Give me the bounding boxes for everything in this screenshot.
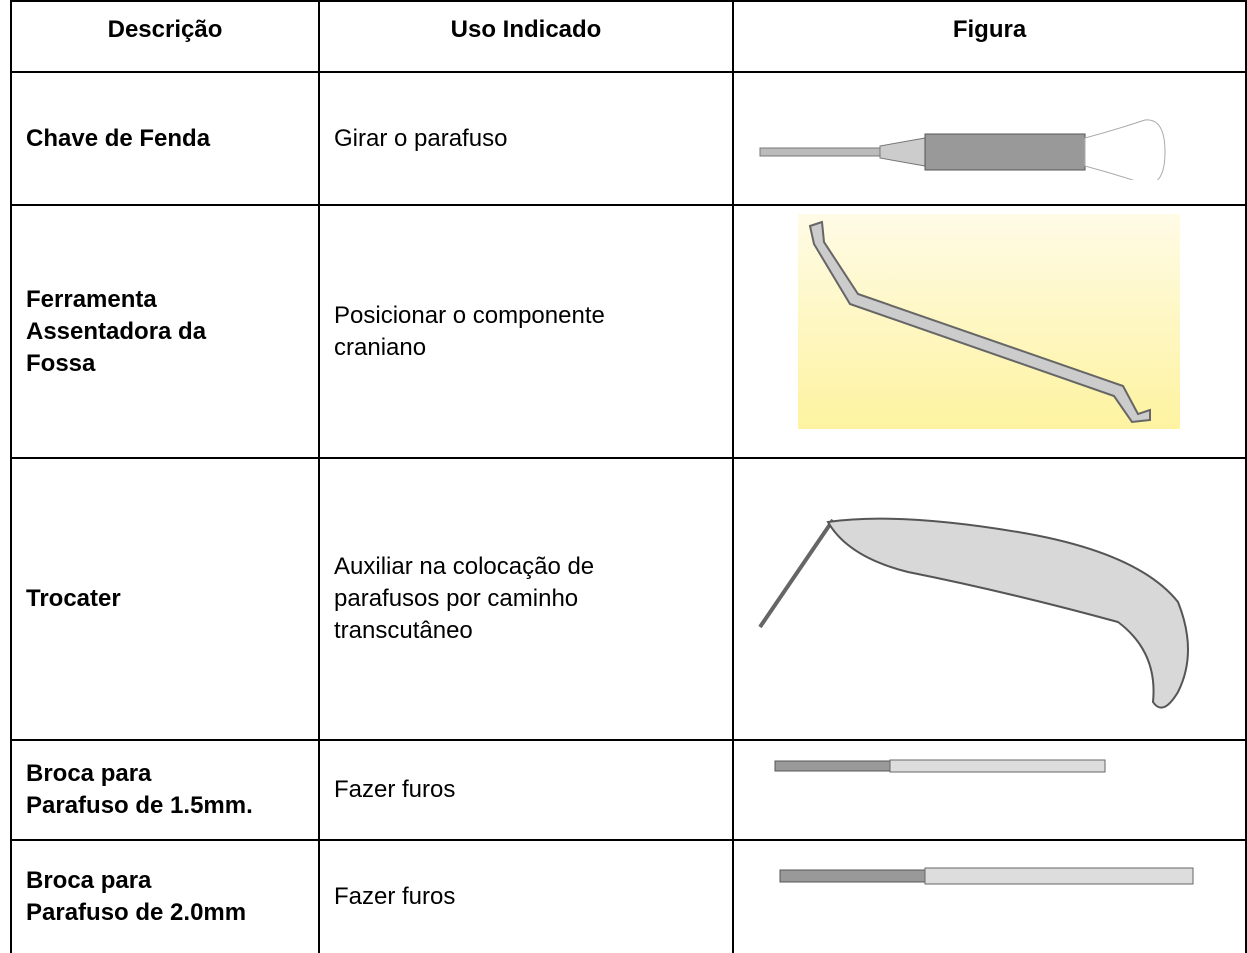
header-cell: Figura	[734, 2, 1245, 71]
border	[10, 739, 1247, 741]
cell-text-line: Figura	[952, 16, 1027, 43]
screwdriver-image	[759, 119, 1166, 180]
border	[732, 0, 734, 953]
drill-image	[774, 759, 1106, 773]
use-cell: Fazer furos	[334, 741, 729, 839]
cell-text-line: parafusos por caminho	[334, 585, 579, 612]
cell-text-line: transcutâneo	[334, 617, 473, 644]
border	[10, 839, 1247, 841]
description-cell: Broca para Parafuso de 2.0mm	[26, 841, 316, 953]
border	[10, 0, 12, 953]
cell-text-line: Parafuso de 2.0mm	[26, 899, 247, 926]
use-cell: Girar o parafuso	[334, 73, 729, 204]
use-cell: Fazer furos	[334, 841, 729, 953]
cell-text-line: Posicionar o componente	[334, 301, 605, 329]
cell-text-line: craniano	[334, 333, 427, 361]
cell-text-line: Parafuso de 1.5mm.	[26, 792, 253, 819]
cell-text-line: Auxiliar na colocação de	[334, 553, 595, 580]
cell-text-line: Chave de Fenda	[26, 124, 211, 152]
cell-text-line: Ferramenta	[26, 285, 157, 313]
border	[10, 71, 1247, 73]
cell-text-line: Fazer furos	[334, 776, 456, 803]
description-cell: Trocater	[26, 459, 316, 739]
border	[10, 204, 1247, 206]
description-cell: Ferramenta Assentadora da Fossa	[26, 206, 316, 457]
border	[10, 457, 1247, 459]
cell-text-line: Uso Indicado	[450, 16, 602, 43]
fossa-tool-image	[798, 214, 1180, 429]
cell-text-line: Descrição	[107, 16, 223, 43]
cell-text-line: Assentadora da	[26, 317, 207, 345]
header-cell: Uso Indicado	[320, 2, 732, 71]
header-cell: Descrição	[12, 2, 318, 71]
border	[1245, 0, 1247, 953]
use-cell: Posicionar o componente craniano	[334, 206, 729, 457]
description-cell: Broca para Parafuso de 1.5mm.	[26, 741, 316, 839]
cell-text-line: Fossa	[26, 349, 96, 377]
trocater-image	[758, 517, 1189, 709]
cell-text-line: Broca para	[26, 867, 152, 894]
cell-text-line: Fazer furos	[334, 883, 456, 910]
cell-text-line: Trocater	[26, 585, 121, 612]
cell-text-line: Broca para	[26, 760, 152, 787]
use-cell: Auxiliar na colocação de parafusos por ca…	[334, 459, 729, 739]
drill-image	[779, 867, 1194, 885]
description-cell: Chave de Fenda	[26, 73, 316, 204]
border	[10, 0, 1247, 2]
cell-text-line: Girar o parafuso	[334, 124, 508, 152]
border	[318, 0, 320, 953]
